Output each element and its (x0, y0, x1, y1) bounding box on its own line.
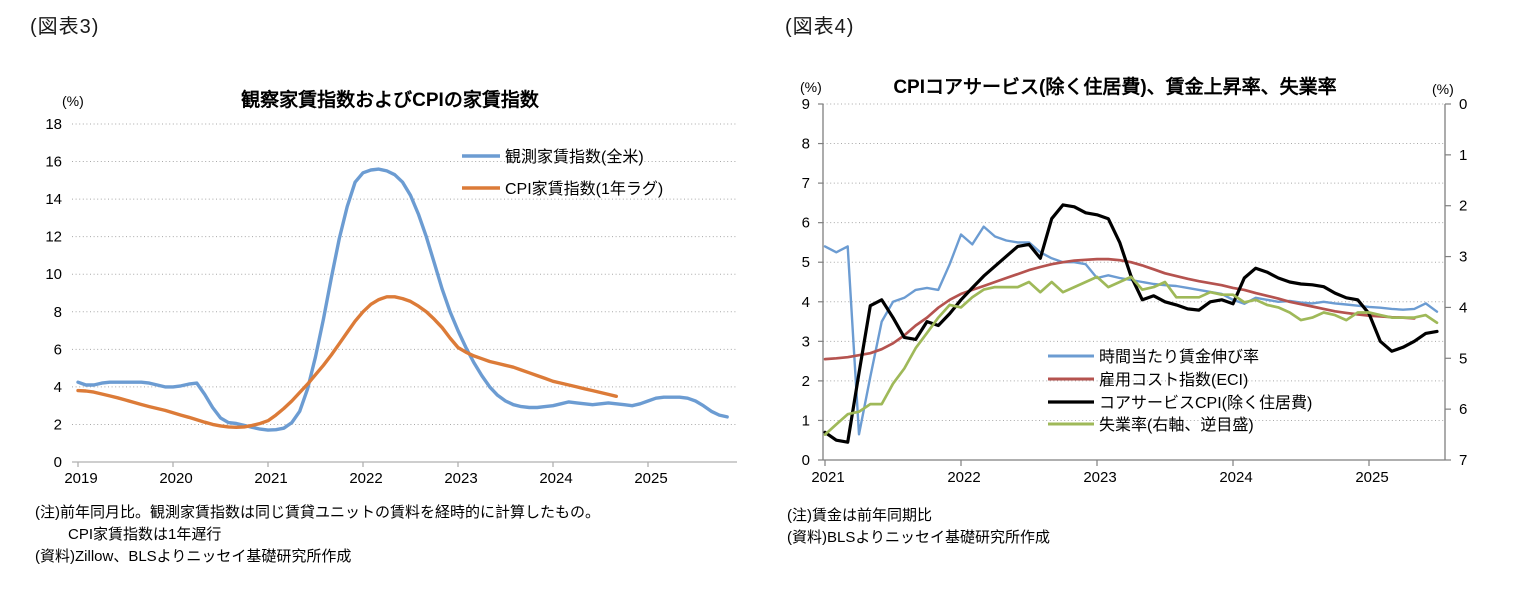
figure4-y-axis-right-tick-label: 7 (1459, 452, 1467, 469)
figure4-legend-label-4: 失業率(右軸、逆目盛) (1099, 416, 1254, 434)
figure3-x-axis-tick-label: 2022 (349, 470, 382, 487)
figure4-y-axis-right-tick-label: 0 (1459, 96, 1467, 113)
figure3-x-axis-tick-label: 2024 (539, 470, 572, 487)
figure4-y-unit-left: (%) (800, 79, 822, 95)
figure4-series-line-4 (823, 275, 1439, 436)
figure3-y-axis-tick-label: 14 (45, 191, 62, 208)
figure4-y-axis-right-tick-label: 5 (1459, 350, 1467, 367)
figure3-note-1: (注)前年同月比。観測家賃指数は同じ賃貸ユニットの賃料を経時的に計算したもの。 (35, 504, 600, 521)
figure4-y-axis-right-tick-label: 4 (1459, 299, 1467, 316)
figure3-legend-label-2: CPI家賃指数(1年ラグ) (505, 180, 663, 198)
figure4-y-axis-right-tick-label: 1 (1459, 147, 1467, 164)
figure3-y-axis-tick-label: 12 (45, 229, 62, 246)
figure4-x-axis-tick-label: 2021 (811, 469, 844, 486)
figure3-y-axis-tick-label: 2 (54, 416, 62, 433)
figure4-series-line-1 (823, 225, 1439, 436)
figure3-x-axis-tick-label: 2020 (159, 470, 192, 487)
figure3-y-axis-tick-label: 10 (45, 266, 62, 283)
figure4-y-axis-left-tick-label: 1 (802, 412, 810, 429)
figure3-series-line-2 (76, 295, 618, 429)
figure4-x-axis-tick-label: 2024 (1219, 469, 1252, 486)
figure4-y-axis-left-tick-label: 8 (802, 136, 810, 153)
figure4-y-axis-right-tick-label: 2 (1459, 198, 1467, 215)
figure3-legend-label-1: 観測家賃指数(全米) (505, 148, 644, 166)
figure4-series-line-2 (823, 257, 1416, 361)
figure3-y-axis-tick-label: 18 (45, 116, 62, 133)
figure3-x-axis-tick-label: 2025 (634, 470, 667, 487)
figure4-y-axis-right-tick-label: 3 (1459, 249, 1467, 266)
figure4-y-axis-left-tick-label: 5 (802, 254, 810, 271)
figure3-y-axis-tick-label: 0 (54, 454, 62, 471)
figure4-y-axis-left-tick-label: 0 (802, 452, 810, 469)
figure3-y-axis-tick-label: 8 (54, 304, 62, 321)
figure4-x-axis-tick-label: 2023 (1083, 469, 1116, 486)
figure3-x-axis-tick-label: 2021 (254, 470, 287, 487)
figure3-x-axis-tick-label: 2023 (444, 470, 477, 487)
figure3-y-axis-tick-label: 4 (54, 379, 62, 396)
figure4-x-axis-tick-label: 2022 (947, 469, 980, 486)
figure4-legend-label-2: 雇用コスト指数(ECI) (1099, 371, 1248, 389)
figure3-series-line-1 (76, 167, 729, 432)
figure4-y-axis-left-tick-label: 9 (802, 96, 810, 113)
figure4-source: (資料)BLSよりニッセイ基礎研究所作成 (787, 529, 1051, 546)
figure4-y-axis-left-tick-label: 3 (802, 333, 810, 350)
figure3-label: (図表3) (30, 16, 100, 38)
figure4-legend-label-3: コアサービスCPI(除く住居費) (1099, 394, 1312, 412)
figure4-y-axis-left-tick-label: 2 (802, 373, 810, 390)
figure4-y-axis-right-tick-label: 6 (1459, 401, 1467, 418)
figure4-y-axis-left-tick-label: 4 (802, 294, 810, 311)
figure4-note-1: (注)賃金は前年同期比 (787, 507, 932, 524)
figure3-y-axis-tick-label: 6 (54, 341, 62, 358)
figure4-y-axis-left-tick-label: 6 (802, 215, 810, 232)
figure4-x-axis-tick-label: 2025 (1355, 469, 1388, 486)
figure3-x-axis-tick-label: 2019 (64, 470, 97, 487)
figure3-source: (資料)Zillow、BLSよりニッセイ基礎研究所作成 (35, 548, 352, 565)
figure4-title: CPIコアサービス(除く住居費)、賃金上昇率、失業率 (893, 77, 1337, 98)
figure3-y-unit: (%) (62, 93, 84, 109)
figure4-legend-label-1: 時間当たり賃金伸び率 (1099, 348, 1259, 366)
figure3-title: 観察家賃指数およびCPIの家賃指数 (241, 90, 539, 111)
figure4-y-axis-left-tick-label: 7 (802, 175, 810, 192)
figure3-note-2: CPI家賃指数は1年遅行 (68, 526, 222, 543)
figure3-y-axis-tick-label: 16 (45, 154, 62, 171)
figure4-label: (図表4) (785, 16, 855, 38)
figure4-y-unit-right: (%) (1432, 81, 1454, 97)
